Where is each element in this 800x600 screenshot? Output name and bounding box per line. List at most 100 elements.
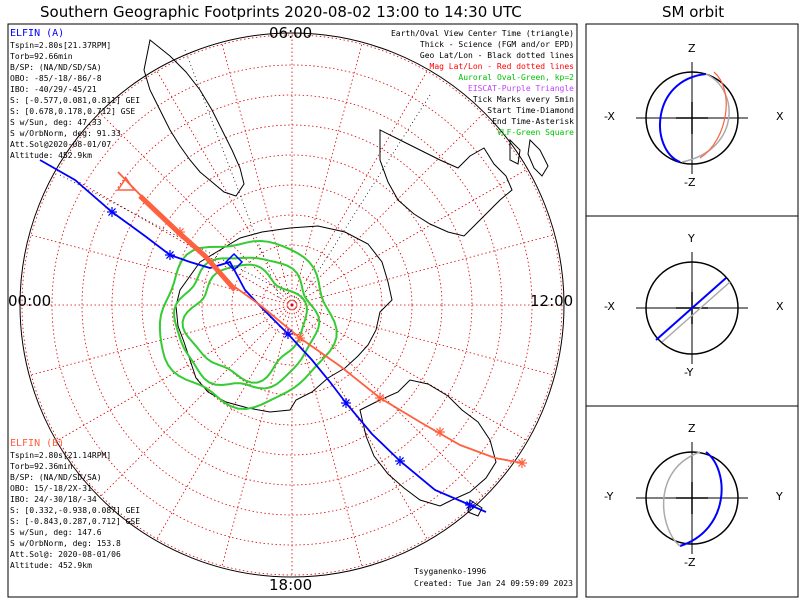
sm-axis-label-top: Y bbox=[688, 232, 695, 245]
elfin-a-info-line: Att.Sol@2020-08-01/07 bbox=[10, 140, 112, 149]
elfin-a-tick bbox=[107, 207, 117, 217]
elfin-a-tick bbox=[341, 398, 351, 408]
sm-axis-label-left: -X bbox=[604, 110, 615, 123]
mag-lon-line bbox=[99, 304, 293, 498]
elfin-b-info-line: S: [-0.843,0.287,0.712] GSE bbox=[10, 517, 141, 526]
legend-item: Mag Lat/Lon - Red dotted lines bbox=[429, 62, 575, 71]
elfin-a-tick bbox=[283, 329, 293, 339]
elfin-a-info-line: S w/OrbNorm, deg: 91.33 bbox=[10, 129, 121, 138]
sm-orbit-b bbox=[699, 71, 727, 159]
mag-lat-circle bbox=[261, 274, 323, 336]
tick-mark bbox=[342, 399, 350, 407]
elfin-a-name: ELFIN (A) bbox=[10, 28, 65, 39]
mag-lon-line bbox=[291, 69, 429, 306]
elfin-a-tick bbox=[395, 456, 405, 466]
hour-label-left: 00:00 bbox=[8, 292, 52, 310]
elfin-b-info-line: Altitude: 452.9km bbox=[10, 561, 92, 570]
elfin-b-info-line: Torb=92.36min bbox=[10, 462, 73, 471]
elfin-a-info-line: Tspin=2.80s[21.37RPM] bbox=[10, 41, 112, 50]
mag-lon-line bbox=[56, 304, 293, 442]
elfin-b-info-line: Tspin=2.80s[21.14RPM] bbox=[10, 451, 112, 460]
legend-item: Geo Lat/Lon - Black dotted lines bbox=[419, 51, 574, 60]
auroral-oval-mid bbox=[173, 256, 321, 390]
mag-lon-line bbox=[291, 304, 555, 376]
tick-mark bbox=[166, 251, 174, 259]
legend-item: Start Time-Diamond bbox=[487, 106, 574, 115]
continent-outline bbox=[143, 39, 245, 197]
view-center-triangle bbox=[116, 176, 136, 191]
sm-orbit-a-back bbox=[661, 281, 731, 343]
hour-label-right: 12:00 bbox=[530, 292, 574, 310]
continent-outline bbox=[467, 499, 483, 517]
sm-orbit-a-back bbox=[681, 73, 730, 163]
tick-mark bbox=[466, 501, 474, 509]
tick-mark bbox=[436, 428, 444, 436]
created-label: Created: Tue Jan 24 09:59:09 2023 bbox=[414, 579, 573, 588]
elfin-a-info-line: OBO: -85/-18/-86/-8 bbox=[10, 74, 102, 83]
sm-orbit-title: SM orbit bbox=[662, 3, 725, 21]
elfin-b-info-line: IBO: 24/-30/18/-34 bbox=[10, 495, 97, 504]
sm-axis-label-right: X bbox=[776, 300, 784, 313]
mag-lon-line bbox=[291, 112, 485, 306]
sm-axis-label-left: -X bbox=[604, 300, 615, 313]
mag-lon-line bbox=[291, 304, 485, 498]
elfin-b-science-segment bbox=[138, 194, 237, 292]
elfin-a-info-line: Altitude: 452.9km bbox=[10, 151, 92, 160]
continent-outline bbox=[379, 129, 513, 237]
hour-label-bottom: 18:00 bbox=[269, 576, 313, 594]
sm-axis-label-bottom: -Z bbox=[684, 176, 696, 189]
elfin-b-name: ELFIN (B) bbox=[10, 438, 65, 449]
legend-item: Thick - Science (FGM and/or EPD) bbox=[419, 40, 574, 49]
elfin-b-info-line: S: [0.332,-0.938,0.087] GEI bbox=[10, 506, 141, 515]
mag-lon-line bbox=[291, 42, 363, 306]
mag-lat-circle bbox=[21, 34, 563, 576]
auroral-oval-outer bbox=[158, 239, 338, 411]
sm-axis-label-top: Z bbox=[688, 422, 696, 435]
mag-lon-line bbox=[291, 304, 429, 541]
sm-axis-label-left: -Y bbox=[604, 490, 614, 503]
plot-title: Southern Geographic Footprints 2020-08-0… bbox=[40, 3, 522, 21]
continent-outline bbox=[509, 138, 521, 165]
mag-lon-line bbox=[221, 304, 293, 568]
elfin-a-info-line: S w/Sun, deg: 47.33 bbox=[10, 118, 102, 127]
continent-outline bbox=[175, 225, 393, 413]
sm-panel-frame-3 bbox=[585, 405, 799, 598]
tick-mark bbox=[108, 208, 116, 216]
mag-lon-line bbox=[56, 168, 293, 306]
hour-label-top: 06:00 bbox=[269, 24, 313, 42]
elfin-b-tick bbox=[295, 333, 305, 343]
sm-orbit-a-back bbox=[663, 451, 701, 547]
elfin-a-start-diamond bbox=[224, 252, 244, 272]
legend-item: VLF-Green Square bbox=[496, 128, 574, 137]
elfin-b-info-line: S w/OrbNorm, deg: 153.8 bbox=[10, 539, 121, 548]
mag-lon-line bbox=[291, 304, 363, 568]
elfin-a-info: ELFIN (A) Tspin=2.80s[21.37RPM] Torb=92.6… bbox=[10, 28, 140, 161]
geo-lon-line bbox=[299, 94, 431, 301]
mag-lon-line bbox=[291, 168, 528, 306]
tick-mark bbox=[396, 457, 404, 465]
orbit-tracks bbox=[39, 159, 527, 513]
tick-mark bbox=[296, 334, 304, 342]
tick-mark bbox=[518, 459, 526, 467]
elfin-a-info-line: B/SP: (NA/ND/SD/SA) bbox=[10, 63, 102, 72]
mag-lon-line bbox=[221, 42, 293, 306]
elfin-b-info: ELFIN (B) Tspin=2.80s[21.14RPM] Torb=92.3… bbox=[10, 438, 140, 571]
tick-mark bbox=[176, 228, 184, 236]
elfin-b-tick bbox=[435, 427, 445, 437]
elfin-a-info-line: Torb=92.66min bbox=[10, 52, 73, 61]
mag-lat-circle bbox=[81, 94, 503, 516]
continent-outlines bbox=[143, 39, 549, 517]
mag-lon-line bbox=[99, 112, 293, 306]
elfin-a-tick bbox=[165, 250, 175, 260]
sm-orbit-a bbox=[679, 451, 723, 547]
elfin-b-tick bbox=[375, 393, 385, 403]
legend-item: EISCAT-Purple Triangle bbox=[468, 84, 574, 93]
legend-item: Auroral Oval-Green, kp=2 bbox=[458, 73, 574, 82]
auroral-oval-inner bbox=[181, 263, 308, 384]
sm-orbit-a bbox=[655, 277, 727, 341]
elfin-a-info-line: S: [-0.577,0.081,0.811] GEI bbox=[10, 96, 141, 105]
elfin-b-tick bbox=[517, 458, 527, 468]
legend-item: Earth/Oval View Center Time (triangle) bbox=[390, 29, 574, 38]
